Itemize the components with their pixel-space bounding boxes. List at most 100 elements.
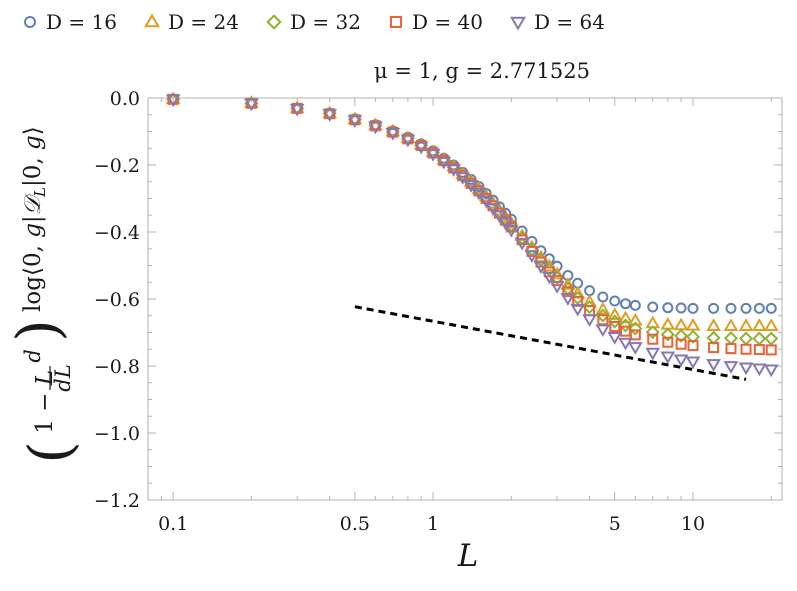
data-point-triangle (763, 318, 779, 331)
data-point-square (647, 333, 659, 345)
data-point-triangle (618, 310, 633, 324)
legend-item: D = 32 (266, 10, 361, 34)
data-point-circle (620, 298, 632, 310)
data-point-circle (24, 16, 36, 28)
data-point-triangle-down (660, 351, 676, 365)
data-point-square (765, 344, 777, 356)
data-point-diamond (645, 325, 660, 340)
data-point-circle (740, 302, 752, 314)
legend-label: D = 40 (412, 10, 483, 34)
y-tick-label: −1.0 (94, 423, 140, 445)
data-point-square (629, 329, 641, 341)
reference-line-group (354, 305, 747, 381)
data-point-triangle-down (582, 314, 597, 327)
data-point-triangle-down (673, 354, 689, 368)
chart-title: μ = 1, g = 2.771525 (374, 59, 590, 83)
data-point-circle (647, 301, 659, 313)
legend-label: D = 32 (290, 10, 361, 34)
data-point-circle (662, 302, 674, 314)
series-d=40 (167, 93, 777, 356)
data-point-circle (708, 302, 720, 314)
data-point-triangle-down (560, 293, 576, 306)
data-point-triangle (706, 318, 721, 331)
data-point-square (390, 16, 402, 28)
legend: D = 16 D = 24 D = 32 D = 40 D = 64 (24, 10, 605, 34)
data-point-triangle-down (510, 16, 526, 31)
data-point-circle (500, 207, 512, 219)
data-point-triangle-down (471, 187, 487, 201)
data-point-triangle (627, 312, 643, 326)
data-point-diamond (618, 318, 633, 333)
data-point-triangle (673, 317, 689, 331)
data-point-triangle (595, 301, 611, 315)
data-point-diamond (706, 330, 721, 345)
x-tick-label: 0.1 (158, 513, 188, 535)
data-point-triangle-down (492, 210, 507, 224)
data-point-triangle-down (244, 98, 259, 112)
data-point-triangle-down (400, 134, 416, 148)
y-tick-label: −0.2 (94, 155, 140, 177)
data-point-triangle (751, 318, 767, 331)
data-point-diamond (723, 331, 739, 346)
svg-text:( 1 − L d ) l: ( 1 − L d ) log⟨0, g|𝒟L|0, g⟩ (4, 126, 84, 464)
data-point-triangle-down (524, 250, 540, 263)
data-point-triangle-down (368, 121, 383, 135)
data-point-circle (675, 302, 687, 314)
data-point-triangle-down (706, 359, 721, 372)
data-point-triangle (723, 318, 739, 331)
data-point-square (562, 286, 574, 298)
data-point-circle (584, 285, 596, 297)
axis-ticks: 0.1 0.5 1 5 10 0.0 −0.2 −0.4 −0.6 −0.8 −1.0 −1.2 (94, 88, 782, 535)
svg-text:dL: dL (51, 364, 75, 391)
data-point-square (662, 336, 674, 348)
y-tick-label: −1.2 (94, 490, 140, 512)
data-point-triangle-down (347, 115, 363, 128)
data-point-triangle-down (514, 237, 530, 251)
data-point-triangle-down (385, 128, 401, 141)
reference-line (354, 305, 747, 381)
data-point-square (753, 344, 765, 356)
data-point-triangle-down (498, 217, 513, 231)
data-point-triangle-down (618, 337, 633, 351)
legend-label: D = 24 (168, 10, 239, 34)
data-point-triangle (322, 105, 338, 119)
data-point-diamond (752, 331, 767, 346)
data-point-triangle-down (425, 149, 441, 162)
legend-item: D = 24 (144, 10, 239, 34)
data-point-circle (753, 302, 765, 314)
data-point-triangle-down (549, 281, 565, 294)
data-point-triangle (368, 117, 383, 131)
data-point-triangle (660, 316, 676, 330)
data-point-triangle (738, 318, 754, 331)
data-point-triangle-down (455, 172, 471, 185)
data-point-diamond (607, 314, 622, 329)
data-point-triangle (385, 123, 401, 137)
data-point-triangle-down (446, 164, 462, 177)
data-point-triangle (685, 317, 701, 331)
x-tick-label: 5 (609, 513, 621, 535)
data-point-triangle-down (570, 303, 586, 317)
x-tick-label: 1 (427, 513, 439, 535)
plot-frame (147, 97, 783, 501)
data-point-triangle-down (322, 109, 338, 122)
legend-item: D = 16 (24, 10, 117, 34)
data-point-triangle-down (607, 332, 623, 345)
y-tick-label: −0.8 (94, 356, 140, 378)
x-axis-label: L (457, 538, 479, 574)
series-d=64 (165, 94, 779, 378)
data-point-circle (765, 302, 777, 314)
x-tick-label: 10 (681, 513, 705, 535)
data-point-diamond (595, 308, 610, 323)
data-point-triangle (607, 307, 623, 320)
data-point-square (675, 338, 687, 350)
data-point-triangle (560, 277, 576, 290)
y-tick-label: −0.6 (94, 289, 140, 311)
data-point-diamond (685, 329, 701, 344)
data-point-triangle-down (541, 271, 557, 285)
legend-item: D = 64 (510, 10, 605, 34)
data-point-square (597, 314, 609, 326)
data-point-triangle (144, 13, 160, 28)
legend-label: D = 64 (534, 10, 605, 34)
